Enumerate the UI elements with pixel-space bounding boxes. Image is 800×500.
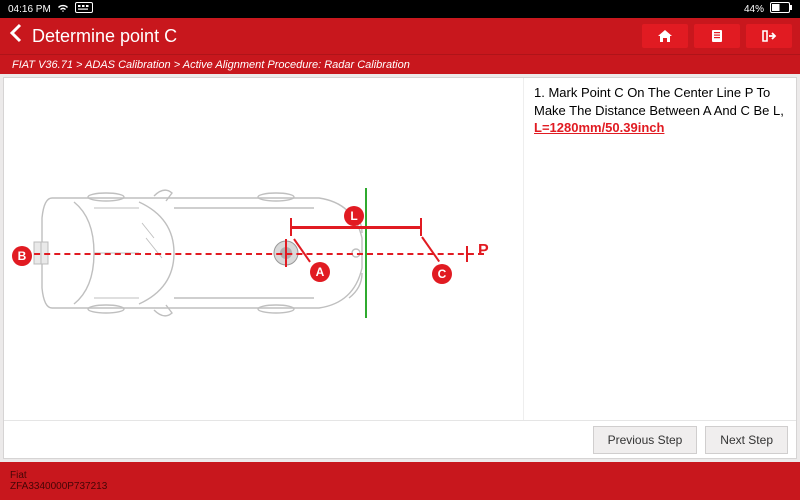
bottom-footer: Fiat ZFA3340000P737213 bbox=[0, 462, 800, 500]
main-panel: B A C L P 1. Mark Point C On The Center … bbox=[3, 77, 797, 459]
exit-button[interactable] bbox=[746, 24, 792, 48]
battery-icon bbox=[770, 2, 792, 16]
diagram-area: B A C L P bbox=[4, 78, 524, 420]
home-button[interactable] bbox=[642, 24, 688, 48]
content-area: B A C L P 1. Mark Point C On The Center … bbox=[0, 74, 800, 462]
status-bar: 04:16 PM 44% bbox=[0, 0, 800, 18]
title-buttons bbox=[642, 24, 792, 48]
panel-footer: Previous Step Next Step bbox=[4, 420, 796, 458]
wifi-icon bbox=[57, 3, 69, 16]
card-icon bbox=[75, 2, 93, 16]
tick-c-top bbox=[420, 218, 422, 236]
segment-l bbox=[290, 226, 420, 229]
status-time: 04:16 PM bbox=[8, 4, 51, 15]
marker-b: B bbox=[12, 246, 32, 266]
next-step-button[interactable]: Next Step bbox=[705, 426, 788, 454]
leader-c bbox=[421, 236, 440, 262]
footer-brand: Fiat bbox=[10, 470, 790, 481]
instruction-panel: 1. Mark Point C On The Center Line P To … bbox=[524, 78, 796, 420]
footer-vin: ZFA3340000P737213 bbox=[10, 481, 790, 492]
marker-c: C bbox=[432, 264, 452, 284]
status-left: 04:16 PM bbox=[8, 2, 93, 16]
label-p: P bbox=[478, 242, 489, 260]
marker-l: L bbox=[344, 206, 364, 226]
previous-step-button[interactable]: Previous Step bbox=[593, 426, 698, 454]
title-bar: Determine point C bbox=[0, 18, 800, 54]
status-right: 44% bbox=[744, 2, 792, 16]
page-title: Determine point C bbox=[32, 26, 177, 47]
instruction-line1: 1. Mark Point C On The Center Line P To … bbox=[534, 84, 786, 119]
battery-text: 44% bbox=[744, 4, 764, 15]
instruction-emph: L=1280mm/50.39inch bbox=[534, 119, 786, 137]
marker-a: A bbox=[310, 262, 330, 282]
breadcrumb-text: FIAT V36.71 > ADAS Calibration > Active … bbox=[12, 59, 410, 71]
breadcrumb: FIAT V36.71 > ADAS Calibration > Active … bbox=[0, 54, 800, 74]
centerline-p bbox=[24, 253, 484, 255]
print-button[interactable] bbox=[694, 24, 740, 48]
tick-p bbox=[466, 246, 468, 262]
tick-a bbox=[290, 218, 292, 236]
back-icon[interactable] bbox=[8, 23, 22, 49]
